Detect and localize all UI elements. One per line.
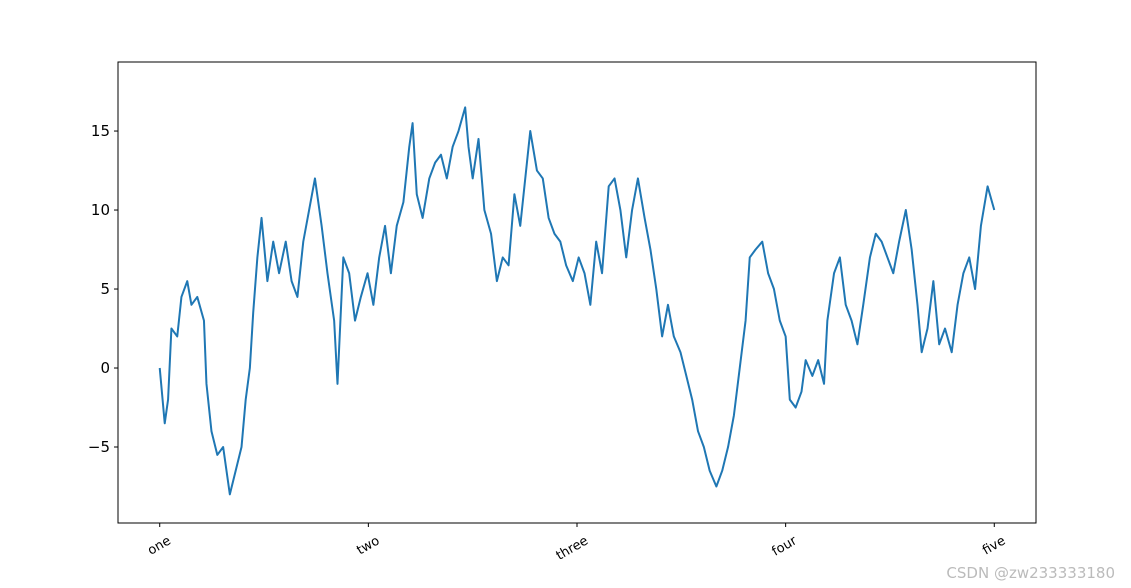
y-tick-label: 10 [91,201,110,219]
watermark: CSDN @zw233333180 [946,564,1115,582]
x-tick-label: three [554,533,591,563]
y-tick-label: 5 [100,280,110,298]
data-line [158,106,996,496]
x-tick-label: one [145,533,173,558]
y-tick-label: −5 [88,438,110,456]
x-tick-label: four [770,533,801,559]
x-tick-label: five [980,533,1008,558]
y-tick-label: 0 [100,359,110,377]
y-tick-label: 15 [91,122,110,140]
x-tick-label: two [354,533,382,558]
